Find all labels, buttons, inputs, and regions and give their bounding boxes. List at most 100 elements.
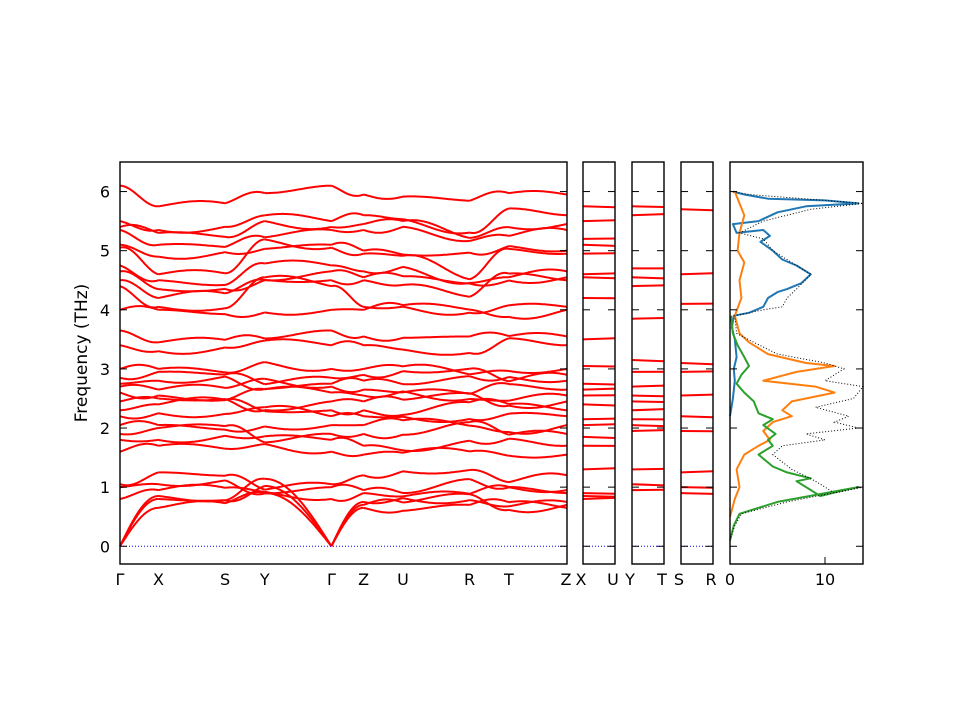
k-point-label: Y — [259, 570, 270, 589]
phonon-band — [119, 391, 159, 400]
phonon-band — [631, 408, 665, 412]
phonon-band — [363, 486, 404, 494]
phonon-band — [363, 409, 404, 417]
phonon-band — [363, 193, 404, 200]
phonon-band — [158, 366, 226, 374]
phonon-band — [582, 387, 616, 391]
phonon-band — [631, 276, 665, 280]
phonon-band — [402, 367, 470, 374]
phonon-band — [119, 482, 159, 489]
phonon-band — [469, 279, 510, 287]
phonon-band — [363, 388, 404, 394]
phonon-band — [402, 401, 470, 416]
phonon-band — [582, 467, 616, 471]
phonon-band — [158, 423, 226, 429]
phonon-band — [508, 453, 568, 459]
phonon-band — [508, 486, 567, 495]
phonon-band — [158, 346, 226, 355]
phonon-band — [363, 218, 404, 226]
phonon-band — [508, 223, 568, 231]
phonon-band — [402, 390, 470, 402]
phonon-band — [224, 375, 266, 391]
phonon-band — [402, 503, 470, 512]
phonon-band — [224, 214, 266, 228]
phonon-band — [402, 348, 470, 356]
phonon-band — [363, 335, 404, 342]
phonon-band — [331, 241, 365, 252]
k-point-label: S — [674, 570, 684, 589]
phonon-band — [264, 184, 332, 195]
y-tick-label: 0 — [100, 537, 110, 556]
phonon-band — [508, 367, 568, 374]
phonon-band — [119, 471, 159, 487]
phonon-band — [224, 473, 266, 491]
phonon-band — [508, 437, 567, 447]
phonon-band — [363, 444, 404, 452]
phonon-band — [402, 305, 470, 316]
phonon-band — [402, 469, 470, 475]
phonon-band — [331, 432, 365, 438]
phonon-band — [680, 370, 714, 373]
phonon-band — [224, 262, 266, 286]
phonon-band — [680, 208, 714, 212]
phonon-band — [119, 363, 159, 370]
phonon-band — [508, 302, 568, 308]
phonon-band — [158, 495, 226, 503]
phonon-band — [363, 265, 404, 275]
phonon-band — [508, 207, 567, 217]
phonon-band — [582, 276, 616, 280]
phonon-band — [264, 434, 332, 441]
phonon-band — [508, 247, 568, 255]
phonon-band — [508, 500, 568, 509]
phonon-band — [331, 340, 365, 347]
phonon-band — [363, 344, 404, 351]
phonon-band — [158, 434, 226, 444]
phonon-band — [631, 205, 665, 208]
phonon-band — [363, 370, 404, 379]
k-point-label: R — [464, 570, 475, 589]
phonon-band — [264, 228, 332, 239]
phonon-band — [264, 486, 332, 495]
phonon-band — [363, 417, 404, 427]
phonon-band — [119, 495, 159, 547]
phonon-band — [158, 308, 225, 316]
phonon-band — [158, 394, 226, 402]
phonon-band — [631, 384, 665, 388]
phonon-band — [330, 184, 365, 197]
phonon-band — [119, 442, 159, 453]
phonon-band — [158, 251, 226, 260]
phonon-band — [363, 248, 404, 256]
dos-panel-frame — [729, 161, 864, 565]
phonon-band — [224, 486, 266, 493]
phonon-band — [331, 412, 365, 418]
phonon-band — [264, 400, 332, 412]
phonon-band — [403, 375, 470, 386]
phonon-band — [331, 246, 365, 257]
phonon-band — [330, 436, 365, 447]
phonon-band — [119, 498, 159, 547]
phonon-band — [331, 212, 365, 223]
phonon-band — [158, 442, 226, 450]
phonon-band — [508, 268, 568, 279]
phonon-band — [582, 219, 616, 223]
phonon-band — [363, 432, 404, 440]
phonon-band — [119, 506, 159, 547]
k-point-label: Y — [624, 570, 635, 589]
phonon-band — [331, 229, 365, 234]
phonon-band — [264, 375, 332, 386]
y-tick-label: 1 — [100, 478, 110, 497]
phonon-band — [119, 488, 159, 500]
phonon-band — [264, 329, 332, 340]
phonon-band — [363, 470, 404, 479]
x-tick-label: 10 — [815, 570, 835, 589]
phonon-band — [330, 503, 365, 547]
phonon-band — [508, 424, 568, 435]
phonon-band — [363, 506, 404, 514]
phonon-band — [158, 269, 226, 276]
phonon-band — [508, 392, 568, 402]
phonon-band — [631, 284, 665, 288]
phonon-band — [469, 499, 510, 508]
phonon-band — [158, 423, 225, 431]
k-point-label: S — [220, 570, 230, 589]
phonon-band — [224, 406, 266, 415]
